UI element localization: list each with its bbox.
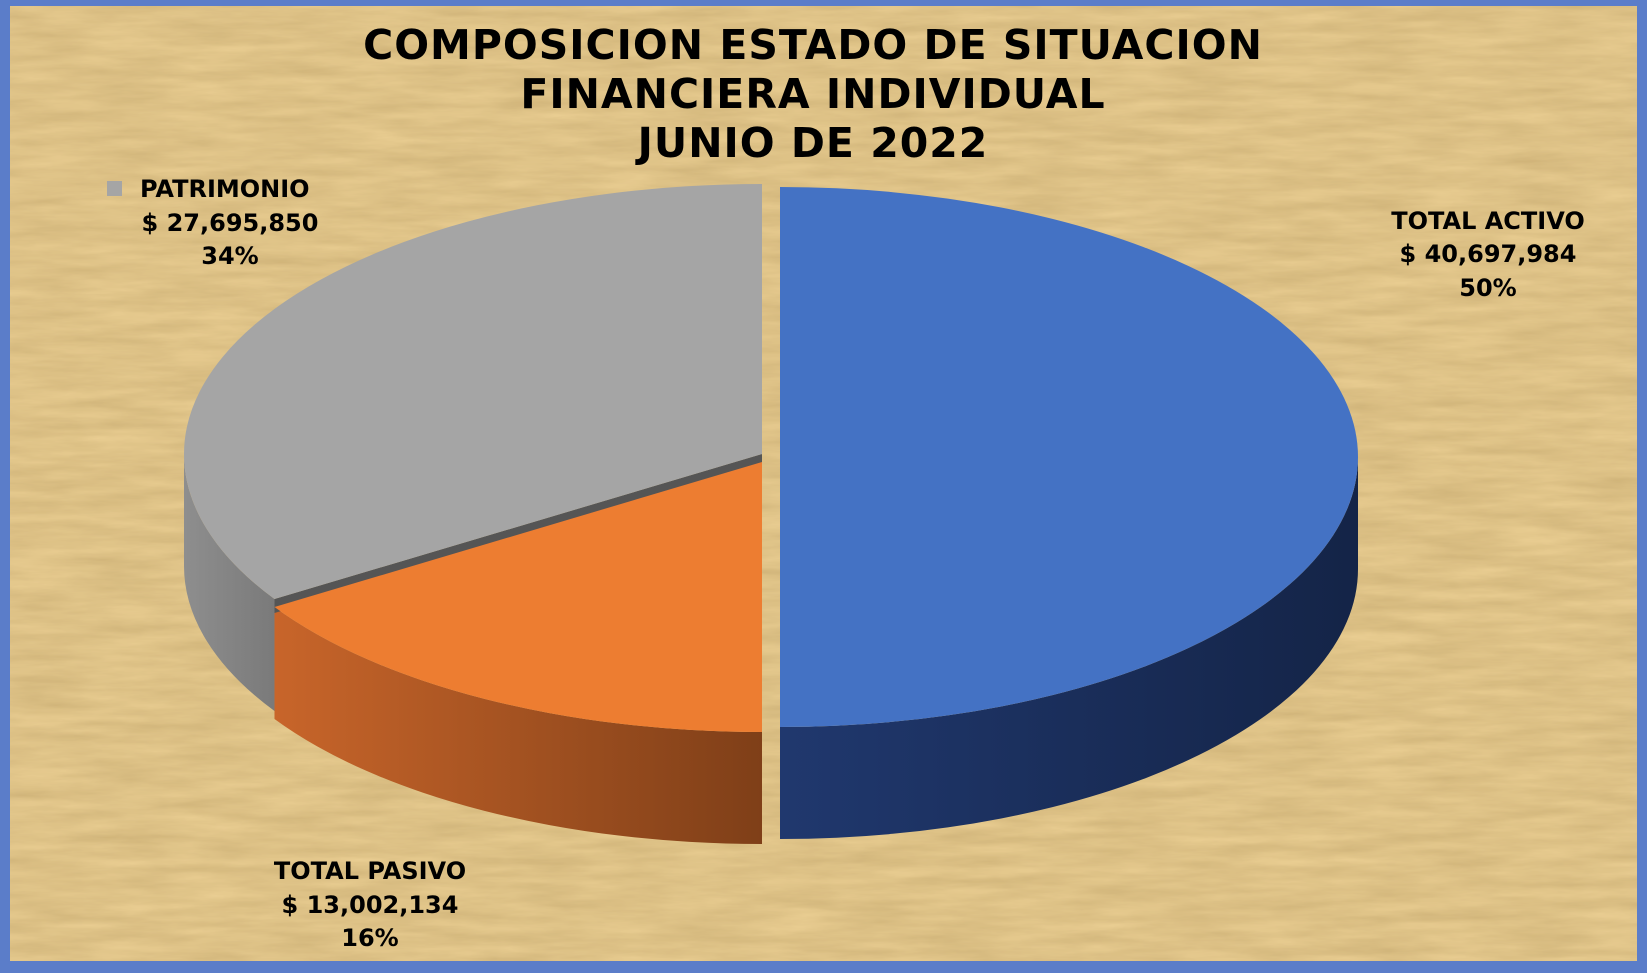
slice-label-total-pasivo: TOTAL PASIVO: [274, 857, 466, 885]
chart-title-line-3: JUNIO DE 2022: [635, 119, 989, 167]
slice-side-total-pasivo: [274, 607, 762, 844]
data-label-total-pasivo: TOTAL PASIVO $ 13,002,134 16%: [274, 857, 466, 952]
slices-layer: [184, 184, 1358, 844]
legend-marker-patrimonio: [107, 181, 122, 196]
slice-top-total-pasivo: [274, 462, 762, 732]
slice-value-patrimonio: $ 27,695,850: [142, 209, 319, 237]
slice-percent-total-activo: 50%: [1459, 274, 1516, 302]
slice-label-patrimonio: PATRIMONIO: [140, 175, 310, 203]
slice-percent-patrimonio: 34%: [201, 242, 258, 270]
slice-label-total-activo: TOTAL ACTIVO: [1391, 207, 1585, 235]
slice-side-patrimonio: [184, 454, 275, 712]
slice-top-total-activo: [780, 187, 1358, 727]
chart-title-line-1: COMPOSICION ESTADO DE SITUACION: [363, 21, 1263, 69]
data-label-total-activo: TOTAL ACTIVO $ 40,697,984 50%: [1391, 207, 1585, 302]
slice-percent-total-pasivo: 16%: [341, 924, 398, 952]
slice-side-total-activo: [780, 457, 1358, 839]
slice-value-total-activo: $ 40,697,984: [1400, 240, 1577, 268]
slice-value-total-pasivo: $ 13,002,134: [282, 891, 459, 919]
chart-title-line-2: FINANCIERA INDIVIDUAL: [520, 70, 1105, 118]
slice-top-patrimonio: [184, 184, 762, 600]
data-label-patrimonio: PATRIMONIO $ 27,695,850 34%: [107, 175, 318, 270]
